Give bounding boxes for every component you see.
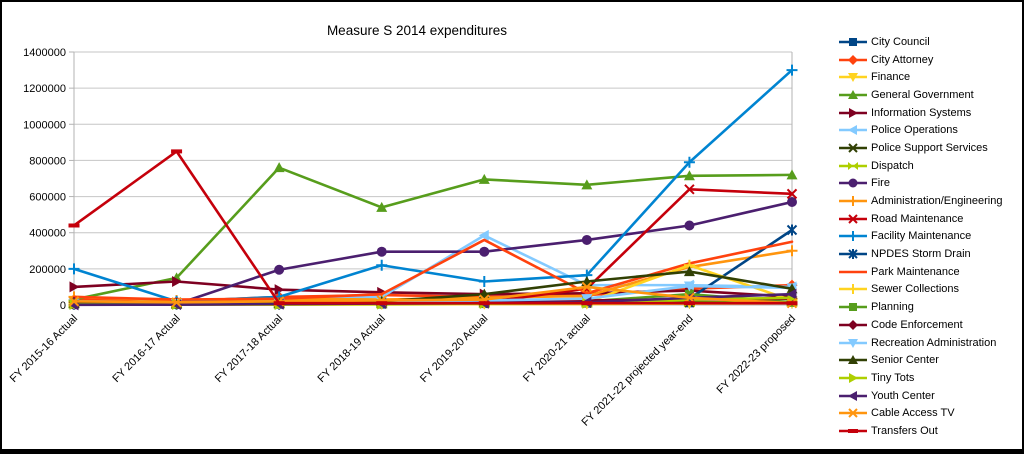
legend-label: Police Support Services	[871, 141, 988, 154]
legend-item-senior-center: Senior Center	[838, 351, 1002, 369]
code-enforcement-series-icon	[839, 319, 867, 330]
x-tick-label: FY 2022-23 proposed	[715, 313, 799, 397]
legend-label: Sewer Collections	[871, 283, 960, 296]
legend-label: Police Operations	[871, 124, 958, 137]
y-tick-label: 1000000	[23, 119, 66, 131]
legend-item-city-council: City Council	[838, 33, 1002, 51]
legend-item-sewer-collections: Sewer Collections	[838, 281, 1002, 299]
chart-title: Measure S 2014 expenditures	[326, 23, 508, 38]
finance-series-icon	[839, 73, 867, 83]
legend-label: Youth Center	[871, 389, 935, 402]
park-maintenance-series-icon	[839, 270, 867, 274]
legend-label: Code Enforcement	[871, 318, 963, 331]
legend-label: Information Systems	[871, 106, 972, 119]
dispatch-series-icon	[839, 161, 867, 170]
legend-item-transfers-out: Transfers Out	[838, 422, 1002, 440]
y-tick-label: 800000	[29, 155, 66, 167]
legend-item-code-enforcement: Code Enforcement	[838, 316, 1002, 334]
legend-item-tiny-tots: Tiny Tots	[838, 369, 1002, 387]
legend-item-police-operations: Police Operations	[838, 121, 1002, 139]
legend-item-recreation-administration: Recreation Administration	[838, 334, 1002, 352]
y-tick-label: 200000	[29, 264, 66, 276]
legend-item-park-maintenance: Park Maintenance	[838, 263, 1002, 281]
city-council-series-icon	[839, 37, 867, 46]
legend-label: Recreation Administration	[871, 336, 997, 349]
legend-label: Dispatch	[871, 159, 914, 172]
legend-label: Cable Access TV	[871, 407, 955, 420]
legend-item-road-maintenance: Road Maintenance	[838, 210, 1002, 228]
police-support-services-series-icon	[839, 143, 867, 153]
transfers-out-series-icon	[839, 428, 867, 433]
legend-label: Tiny Tots	[871, 371, 915, 384]
sewer-collections-series-icon	[839, 284, 867, 295]
legend-item-police-support-services: Police Support Services	[838, 139, 1002, 157]
tiny-tots-series-icon	[839, 372, 867, 383]
legend-label: Senior Center	[871, 354, 939, 367]
legend-item-administration-engineering: Administration/Engineering	[838, 192, 1002, 210]
y-tick-label: 1200000	[23, 83, 66, 95]
fire-series-icon	[839, 178, 867, 188]
legend-item-information-systems: Information Systems	[838, 104, 1002, 122]
information-systems-series-icon	[839, 107, 867, 118]
legend-label: Fire	[871, 177, 890, 190]
y-tick-label: 0	[60, 300, 66, 312]
x-tick-label: FY 2021-22 projected year-end	[580, 313, 696, 429]
general-government-series-icon	[839, 89, 867, 99]
legend-label: Facility Maintenance	[871, 230, 972, 243]
senior-center-series-icon	[839, 355, 867, 365]
legend-item-general-government: General Government	[838, 86, 1002, 104]
legend-label: City Attorney	[871, 53, 934, 66]
recreation-administration-series-icon	[839, 338, 867, 348]
x-tick-label: FY 2016-17 Actual	[110, 313, 182, 385]
y-tick-label: 600000	[29, 192, 66, 204]
npdes-storm-drain-series-icon	[839, 249, 867, 260]
road-maintenance-series-icon	[839, 214, 867, 224]
legend-item-dispatch: Dispatch	[838, 157, 1002, 175]
legend-label: Administration/Engineering	[871, 195, 1003, 208]
x-axis-labels: FY 2015-16 Actual FY 2016-17 Actual FY 201…	[8, 305, 798, 429]
administration-engineering-series-icon	[839, 196, 867, 207]
legend: City Council City Attorney Finance General …	[838, 33, 1002, 440]
police-operations-series-icon	[839, 125, 867, 136]
y-tick-label: 1400000	[23, 47, 66, 59]
legend-item-planning: Planning	[838, 298, 1002, 316]
legend-item-youth-center: Youth Center	[838, 387, 1002, 405]
x-tick-label: FY 2015-16 Actual	[8, 313, 80, 385]
planning-series-icon	[839, 303, 867, 312]
x-tick-label: FY 2019-20 Actual	[418, 313, 490, 385]
legend-label: Finance	[871, 71, 911, 84]
legend-label: Road Maintenance	[871, 212, 964, 225]
legend-label: Planning	[871, 301, 914, 314]
x-tick-label: FY 2020-21 actual	[521, 313, 593, 385]
youth-center-series-icon	[839, 390, 867, 401]
series-transfers-out	[68, 149, 798, 306]
cable-access-tv-series-icon	[839, 408, 867, 418]
legend-label: General Government	[871, 88, 974, 101]
legend-item-npdes-storm-drain: NPDES Storm Drain	[838, 245, 1002, 263]
facility-maintenance-series-icon	[839, 231, 867, 242]
legend-label: City Council	[871, 35, 930, 48]
x-tick-label: FY 2017-18 Actual	[213, 313, 285, 385]
legend-item-fire: Fire	[838, 175, 1002, 193]
legend-item-finance: Finance	[838, 68, 1002, 86]
x-tick-label: FY 2018-19 Actual	[315, 313, 387, 385]
legend-label: NPDES Storm Drain	[871, 248, 971, 261]
legend-item-city-attorney: City Attorney	[838, 51, 1002, 69]
legend-item-facility-maintenance: Facility Maintenance	[838, 228, 1002, 246]
city-attorney-series-icon	[839, 54, 867, 65]
legend-label: Transfers Out	[871, 424, 938, 437]
series-park-maintenance	[72, 238, 794, 301]
y-tick-label: 400000	[29, 228, 66, 240]
legend-label: Park Maintenance	[871, 265, 960, 278]
legend-item-cable-access-tv: Cable Access TV	[838, 404, 1002, 422]
